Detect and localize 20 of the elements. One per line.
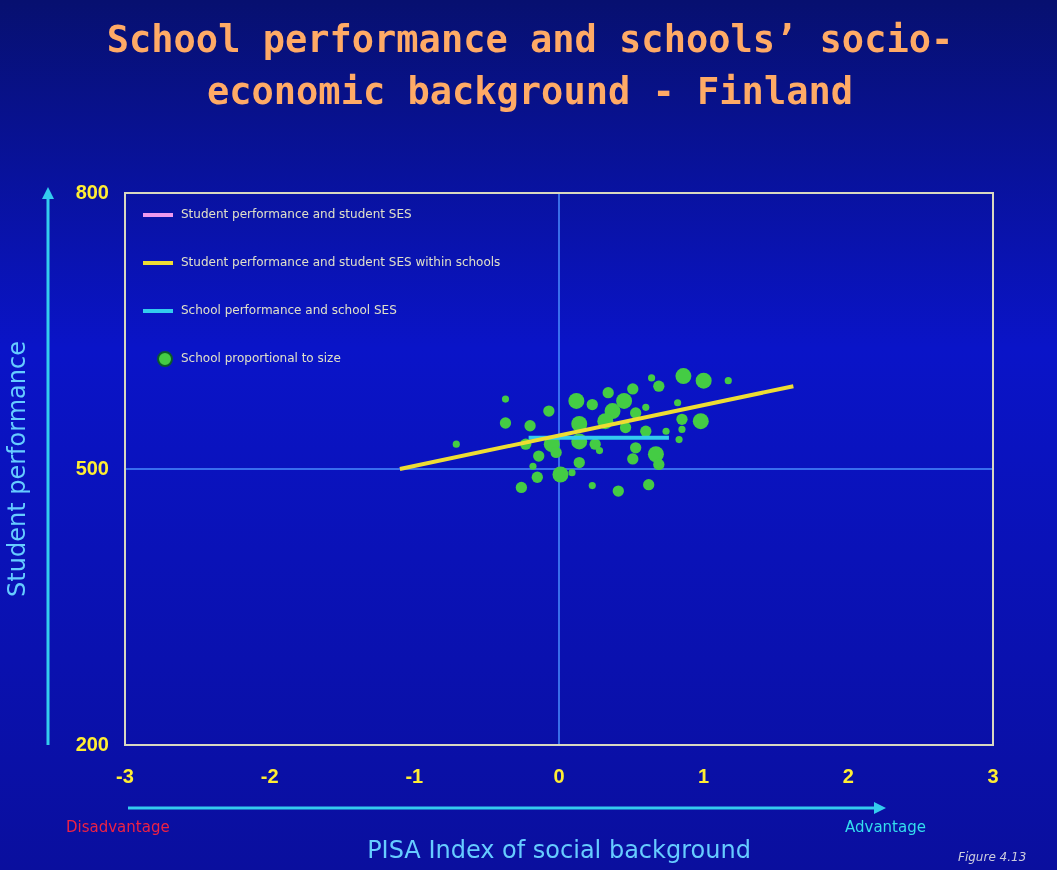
text: Advantage — [845, 818, 926, 836]
caption: Figure 4.13 — [958, 850, 1027, 864]
legend-label: School proportional to size — [181, 351, 341, 366]
y-tick-label: 500 — [75, 456, 109, 479]
y-axis-title: Student performance — [2, 341, 31, 597]
x-tick-label: 2 — [842, 764, 854, 787]
x-tick-label: -2 — [260, 764, 279, 787]
x-tick-label: -1 — [405, 764, 424, 787]
x-tick-label: 1 — [698, 764, 710, 787]
x-axis-title: PISA Index of social background — [367, 835, 751, 864]
legend-label: Student performance and student SES within schools — [181, 255, 501, 270]
legend-label: School performance and school SES — [181, 303, 397, 318]
x-tick-label: -3 — [116, 764, 134, 787]
x-tick-label: 3 — [987, 764, 999, 787]
legend-label: Student performance and student SES — [181, 207, 412, 222]
y-tick-label: 200 — [75, 732, 109, 755]
x-tick-label: 0 — [553, 764, 565, 787]
text: Disadvantage — [66, 818, 170, 836]
chart-title: School performance and schools’ socio-economic background - Finland — [105, 17, 955, 115]
y-tick-label: 800 — [75, 180, 109, 203]
